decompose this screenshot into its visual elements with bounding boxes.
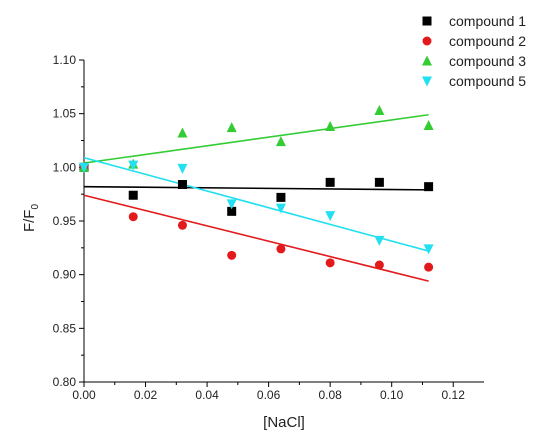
x-tick-label: 0.10: [380, 388, 404, 402]
x-tick-label: 0.06: [257, 388, 281, 402]
fit-line-compound-1: [83, 185, 429, 191]
axis-ticks: 0.00 0.02 0.04 0.06 0.08 0.10 0.12 0.80 0.85 0.90…: [53, 53, 466, 402]
point-compound-3: [177, 127, 188, 138]
fit-line-compound-5: [83, 156, 429, 252]
point-compound-2: [424, 262, 434, 272]
x-tick-label: 0.08: [318, 388, 342, 402]
y-tick-label: 0.95: [53, 214, 77, 228]
point-compound-5: [325, 211, 336, 222]
point-compound-3: [374, 104, 385, 115]
point-compound-2: [374, 260, 384, 270]
fit-lines: [83, 113, 429, 282]
point-compound-5: [423, 244, 434, 255]
x-tick-label: 0.00: [72, 388, 96, 402]
legend-marker-compound-5: [422, 76, 432, 87]
legend-label: compound 5: [449, 73, 526, 89]
y-tick-label: 0.90: [53, 268, 77, 282]
legend-marker-compound-1: [422, 16, 432, 26]
y-tick-label: 1.10: [53, 53, 77, 67]
legend: compound 1 compound 2 compound 3 compound 5: [422, 13, 526, 89]
point-compound-2: [276, 244, 286, 254]
legend-label: compound 3: [449, 53, 526, 69]
x-axis-label: [NaCl]: [263, 414, 305, 431]
y-tick-label: 1.00: [53, 160, 77, 174]
point-compound-5: [79, 162, 89, 173]
legend-label: compound 2: [449, 33, 526, 49]
y-tick-label: 0.85: [53, 321, 77, 335]
point-compound-5: [374, 235, 385, 246]
point-compound-5: [177, 163, 188, 174]
x-tick-label: 0.02: [134, 388, 158, 402]
axes: [83, 60, 484, 383]
x-tick-label: 0.12: [442, 388, 466, 402]
y-tick-label: 1.05: [53, 107, 77, 121]
point-compound-3: [325, 121, 336, 132]
fit-line-compound-3: [83, 113, 429, 164]
point-compound-3: [275, 136, 286, 147]
point-compound-1: [325, 177, 335, 187]
y-axis-label-main: F/F: [21, 210, 38, 233]
legend-marker-compound-3: [422, 55, 432, 66]
point-compound-3: [226, 122, 237, 133]
y-axis-label-subscript: 0: [30, 204, 41, 210]
point-compound-1: [128, 190, 138, 200]
data-points: [79, 104, 434, 272]
y-tick-label: 0.80: [53, 375, 77, 389]
point-compound-2: [177, 220, 187, 230]
point-compound-1: [227, 206, 237, 216]
x-tick-label: 0.04: [195, 388, 219, 402]
point-compound-5: [226, 199, 237, 210]
point-compound-2: [325, 258, 335, 268]
point-compound-1: [177, 180, 187, 190]
y-axis-label: F/F0: [21, 204, 41, 233]
point-compound-1: [424, 182, 434, 192]
point-compound-5: [128, 160, 139, 171]
point-compound-2: [227, 250, 237, 260]
legend-label: compound 1: [449, 13, 526, 29]
point-compound-1: [374, 177, 384, 187]
legend-marker-compound-2: [422, 36, 432, 46]
point-compound-5: [275, 203, 286, 214]
point-compound-2: [128, 212, 138, 222]
point-compound-3: [423, 119, 434, 130]
fit-line-compound-2: [83, 194, 429, 282]
point-compound-1: [276, 192, 286, 202]
